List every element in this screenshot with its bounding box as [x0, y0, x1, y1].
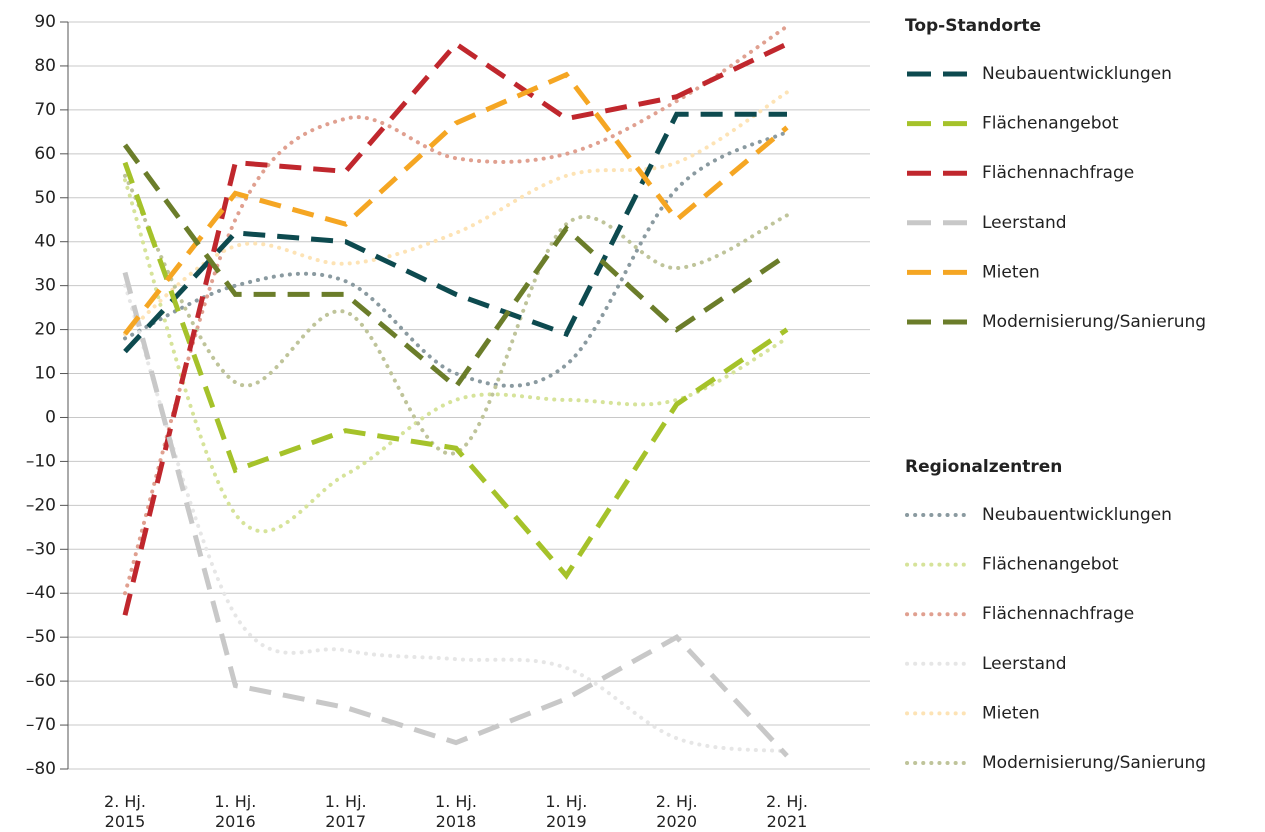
series-line	[123, 178, 789, 534]
y-tick-label: 90	[34, 12, 56, 32]
legend-label: Flächenangebot	[982, 114, 1119, 134]
series-line	[122, 271, 789, 758]
y-tick-label: 70	[34, 100, 56, 120]
legend-label: Modernisierung/Sanierung	[982, 753, 1206, 773]
series-line	[122, 143, 789, 391]
series-line	[123, 90, 789, 336]
y-tick-label: –20	[26, 495, 56, 515]
series-line	[123, 111, 787, 354]
legend-label: Flächennachfrage	[982, 163, 1134, 183]
y-tick-label: 20	[34, 320, 56, 340]
legend-label: Mieten	[982, 703, 1040, 723]
x-tick-label: 1. Hj. 2019	[545, 792, 588, 831]
y-tick-label: 0	[45, 407, 56, 427]
y-tick-label: 40	[34, 232, 56, 252]
x-tick-label: 2. Hj. 2020	[655, 792, 698, 831]
series-line	[123, 283, 789, 754]
legend-title: Top-Standorte	[905, 16, 1041, 36]
x-tick-label: 2. Hj. 2015	[104, 792, 146, 831]
legend-label: Flächennachfrage	[982, 604, 1134, 624]
series-line	[123, 24, 789, 596]
legend-label: Neubauentwicklungen	[982, 505, 1172, 525]
y-tick-label: –30	[26, 539, 56, 559]
legend-title: Regionalzentren	[905, 457, 1062, 477]
y-tick-label: 80	[34, 56, 56, 76]
x-tick-label: 1. Hj. 2018	[435, 792, 477, 831]
legend-label: Leerstand	[982, 213, 1067, 233]
series-line	[123, 173, 789, 456]
y-tick-label: –40	[26, 583, 56, 603]
y-tick-label: 60	[34, 144, 56, 164]
y-tick-label: 30	[34, 276, 56, 296]
series-line	[123, 129, 789, 388]
legend-label: Flächenangebot	[982, 555, 1119, 575]
legend-label: Leerstand	[982, 654, 1067, 674]
series-line	[122, 40, 789, 616]
legend-label: Neubauentwicklungen	[982, 64, 1172, 84]
y-tick-label: –70	[26, 715, 56, 735]
x-tick-label: 2. Hj. 2021	[766, 792, 808, 831]
y-tick-label: 10	[34, 364, 56, 384]
legend-label: Mieten	[982, 262, 1040, 282]
series-line	[122, 161, 789, 580]
y-tick-label: 50	[34, 188, 56, 208]
legend-label: Modernisierung/Sanierung	[982, 312, 1206, 332]
y-tick-label: –80	[26, 759, 56, 779]
y-tick-label: –60	[26, 671, 56, 691]
y-tick-label: –10	[26, 451, 56, 471]
x-tick-label: 1. Hj. 2016	[214, 792, 257, 831]
series-line	[123, 71, 789, 336]
y-tick-label: –50	[26, 627, 56, 647]
x-tick-label: 1. Hj. 2017	[324, 792, 367, 831]
